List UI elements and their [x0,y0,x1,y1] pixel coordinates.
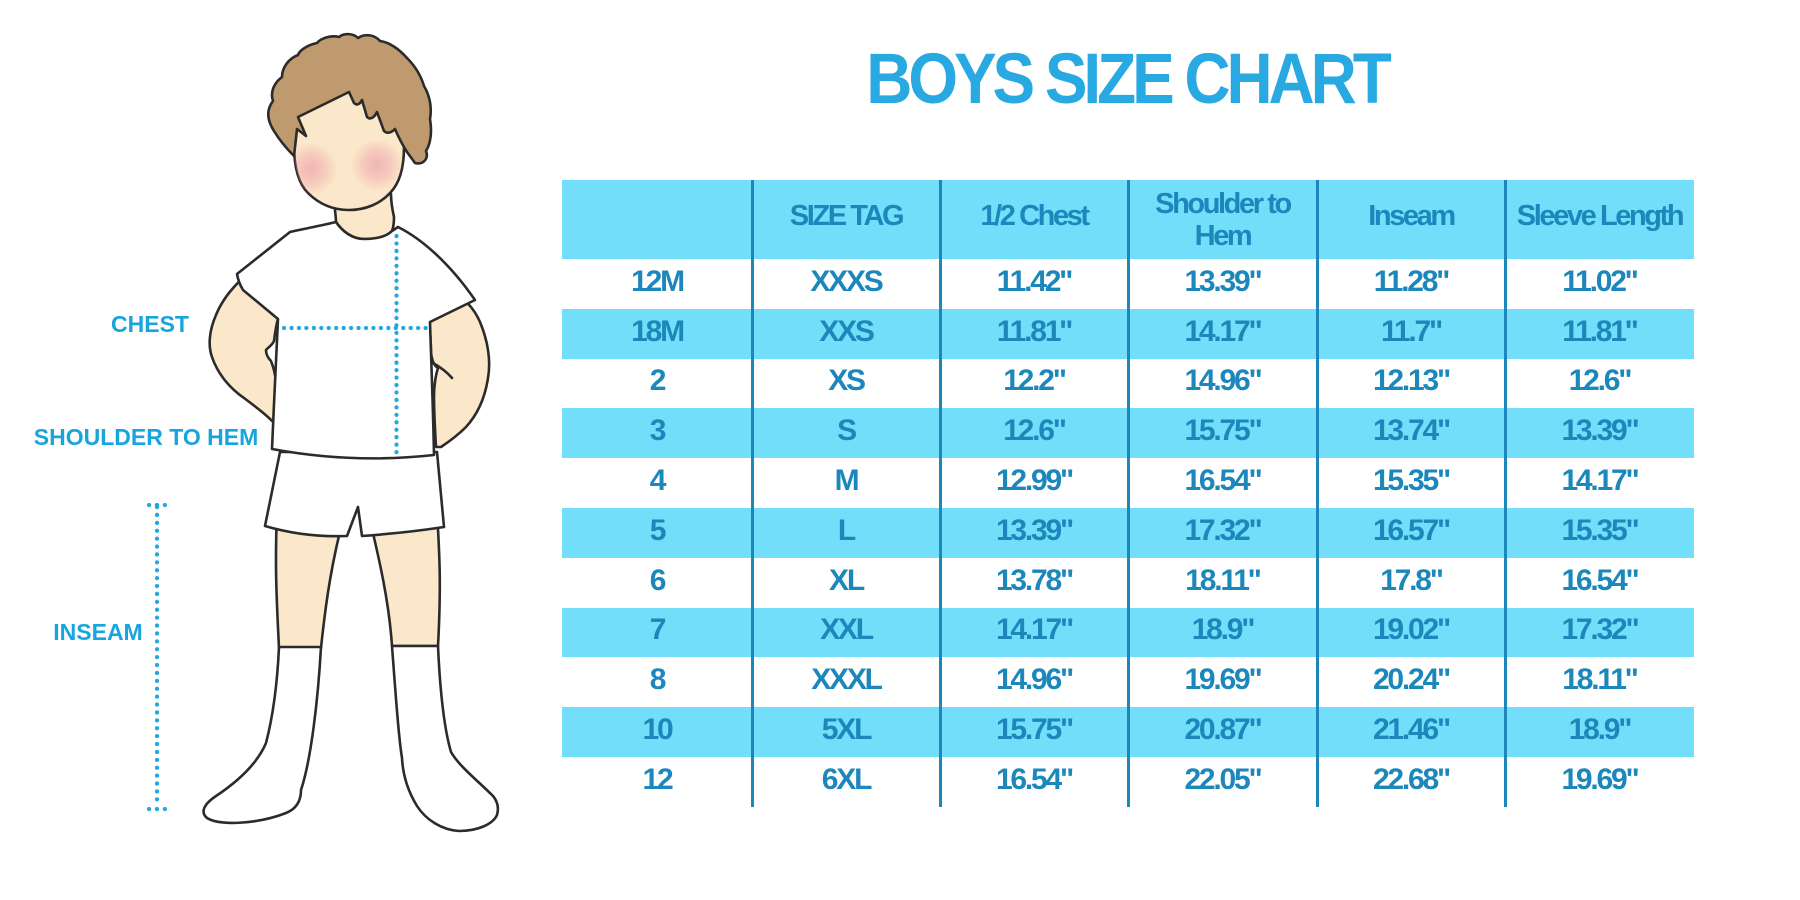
svg-text:CHEST: CHEST [111,311,189,337]
svg-text:SHOULDER TO HEM: SHOULDER TO HEM [34,424,258,450]
svg-text:INSEAM: INSEAM [53,619,142,645]
